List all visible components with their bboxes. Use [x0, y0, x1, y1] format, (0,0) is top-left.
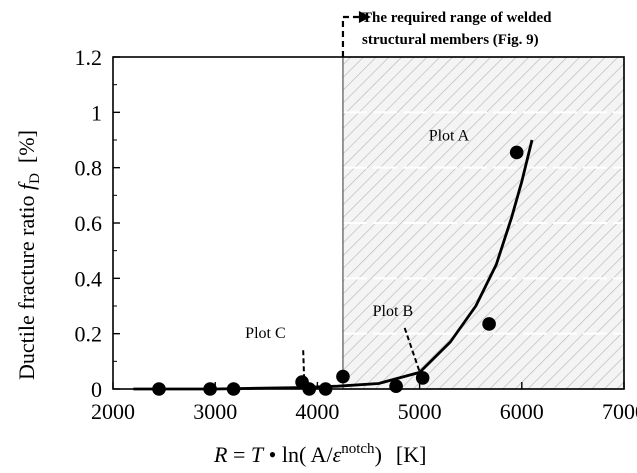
y-label-sub: D [27, 173, 43, 184]
x-label-ln: ln( A/ [282, 442, 334, 467]
y-tick-label: 0.4 [75, 266, 103, 291]
range-note-arrowhead [358, 11, 371, 23]
x-tick-label: 3000 [193, 399, 237, 424]
annotation-leader [302, 350, 306, 381]
x-tick-label: 2000 [91, 399, 135, 424]
y-label-unit: [%] [14, 130, 39, 163]
annotation-label: Plot C [245, 325, 285, 342]
x-label-close: ) [375, 442, 382, 467]
fit-curve-layer [133, 139, 534, 391]
annotation-layer: Plot A Plot B Plot C [245, 127, 470, 381]
x-tick-label: 6000 [500, 399, 544, 424]
y-tick-label: 0 [91, 377, 102, 402]
x-label-notch: notch [341, 441, 375, 457]
shaded-range-layer [342, 56, 625, 390]
y-tick-label: 1.2 [75, 45, 103, 70]
y-axis-label: Ductile fracture ratio fD [%] [14, 130, 43, 380]
x-label-epsilon: ε [333, 442, 342, 467]
y-tick-label: 0.8 [75, 156, 103, 181]
data-point [226, 382, 241, 396]
x-label-t: T [251, 442, 265, 467]
x-label-dot: • [263, 442, 282, 467]
y-label-f: f [14, 181, 39, 190]
y-tick-label: 1 [91, 100, 102, 125]
data-points-layer [152, 145, 524, 396]
annotation-label: Plot A [429, 127, 470, 144]
x-label-eq: = [227, 442, 250, 467]
range-note: The required range of welded structural … [341, 10, 552, 57]
data-point [509, 145, 524, 160]
data-point [318, 382, 333, 396]
range-note-line-2: structural members (Fig. 9) [362, 32, 539, 48]
data-point [336, 369, 350, 384]
data-point [152, 382, 166, 396]
data-point [482, 317, 496, 331]
x-label-unit: [K] [396, 442, 427, 467]
data-point [415, 371, 430, 385]
y-tick-label: 0.2 [75, 322, 103, 347]
x-tick-label: 4000 [295, 399, 339, 424]
x-tick-label: 5000 [398, 399, 442, 424]
x-axis-label: R = T • ln( A/εnotch) [K] [213, 441, 426, 467]
range-note-arrow [341, 15, 359, 57]
data-point [302, 382, 317, 396]
y-label-text: Ductile fracture ratio [14, 190, 39, 380]
data-point [203, 382, 217, 396]
data-point [389, 379, 403, 394]
annotation-label: Plot B [373, 303, 413, 320]
x-label-r: R [213, 442, 228, 467]
y-tick-label: 0.6 [75, 211, 103, 236]
fit-curve [133, 139, 534, 391]
range-note-line-1: The required range of welded [362, 10, 552, 26]
